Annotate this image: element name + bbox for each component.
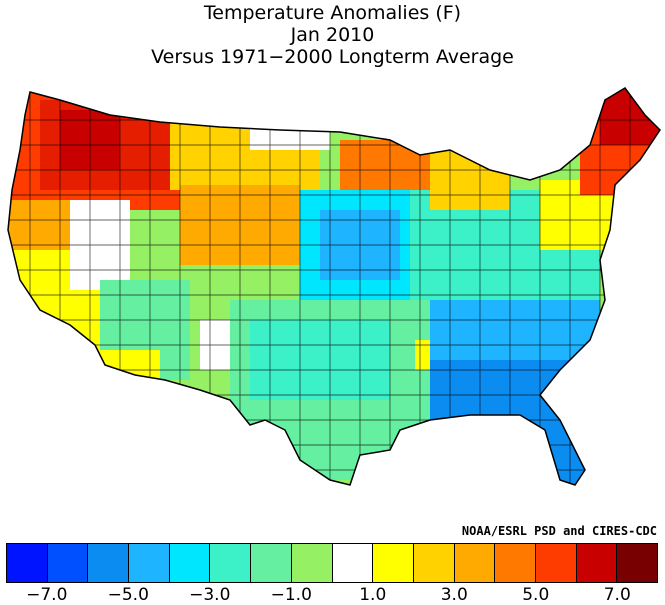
colorbar-cell [169,544,211,582]
chart-subtitle-baseline: Versus 1971−2000 Longterm Average [151,46,514,68]
colorbar-cell [47,544,89,582]
colorbar-cell [535,544,577,582]
colorbar-cell [291,544,333,582]
colorbar-cell [413,544,455,582]
us-outline [7,87,661,486]
colorbar-tick-label: 5.0 [522,585,550,605]
colorbar-tick-label: 3.0 [440,585,468,605]
colorbar-tick-label: −7.0 [26,585,68,605]
colorbar-tick-label: −1.0 [270,585,312,605]
colorbar-cell [495,544,536,582]
colorbar-cell [129,544,170,582]
chart-subtitle-month: Jan 2010 [290,24,375,46]
colorbar-cell [373,544,414,582]
region-great-lakes [430,150,510,210]
colorbar-cell [210,544,252,582]
region-north-montana [250,120,330,150]
region-mississippi-yellow [415,340,430,370]
chart-title: Temperature Anomalies (F) [203,2,462,24]
colorbar-legend [6,543,658,583]
colorbar-cell [332,544,374,582]
colorbar-cell [88,544,130,582]
colorbar-tick-label: −5.0 [107,585,149,605]
colorbar-cell [576,544,618,582]
region-oklahoma [250,320,390,400]
colorbar-tick-label: −3.0 [189,585,231,605]
colorbar-cell [454,544,496,582]
colorbar-cell [617,544,657,582]
colorbar-tick-label: 7.0 [603,585,631,605]
us-anomaly-map [7,87,661,486]
colorbar-ticks: −7.0 −5.0 −3.0 −1.0 1.0 3.0 5.0 7.0 [6,585,658,605]
colorbar-cell [251,544,292,582]
data-credit: NOAA/ESRL PSD and CIRES-CDC [461,524,657,538]
colorbar-tick-label: 1.0 [359,585,387,605]
colorbar-cell [7,544,48,582]
